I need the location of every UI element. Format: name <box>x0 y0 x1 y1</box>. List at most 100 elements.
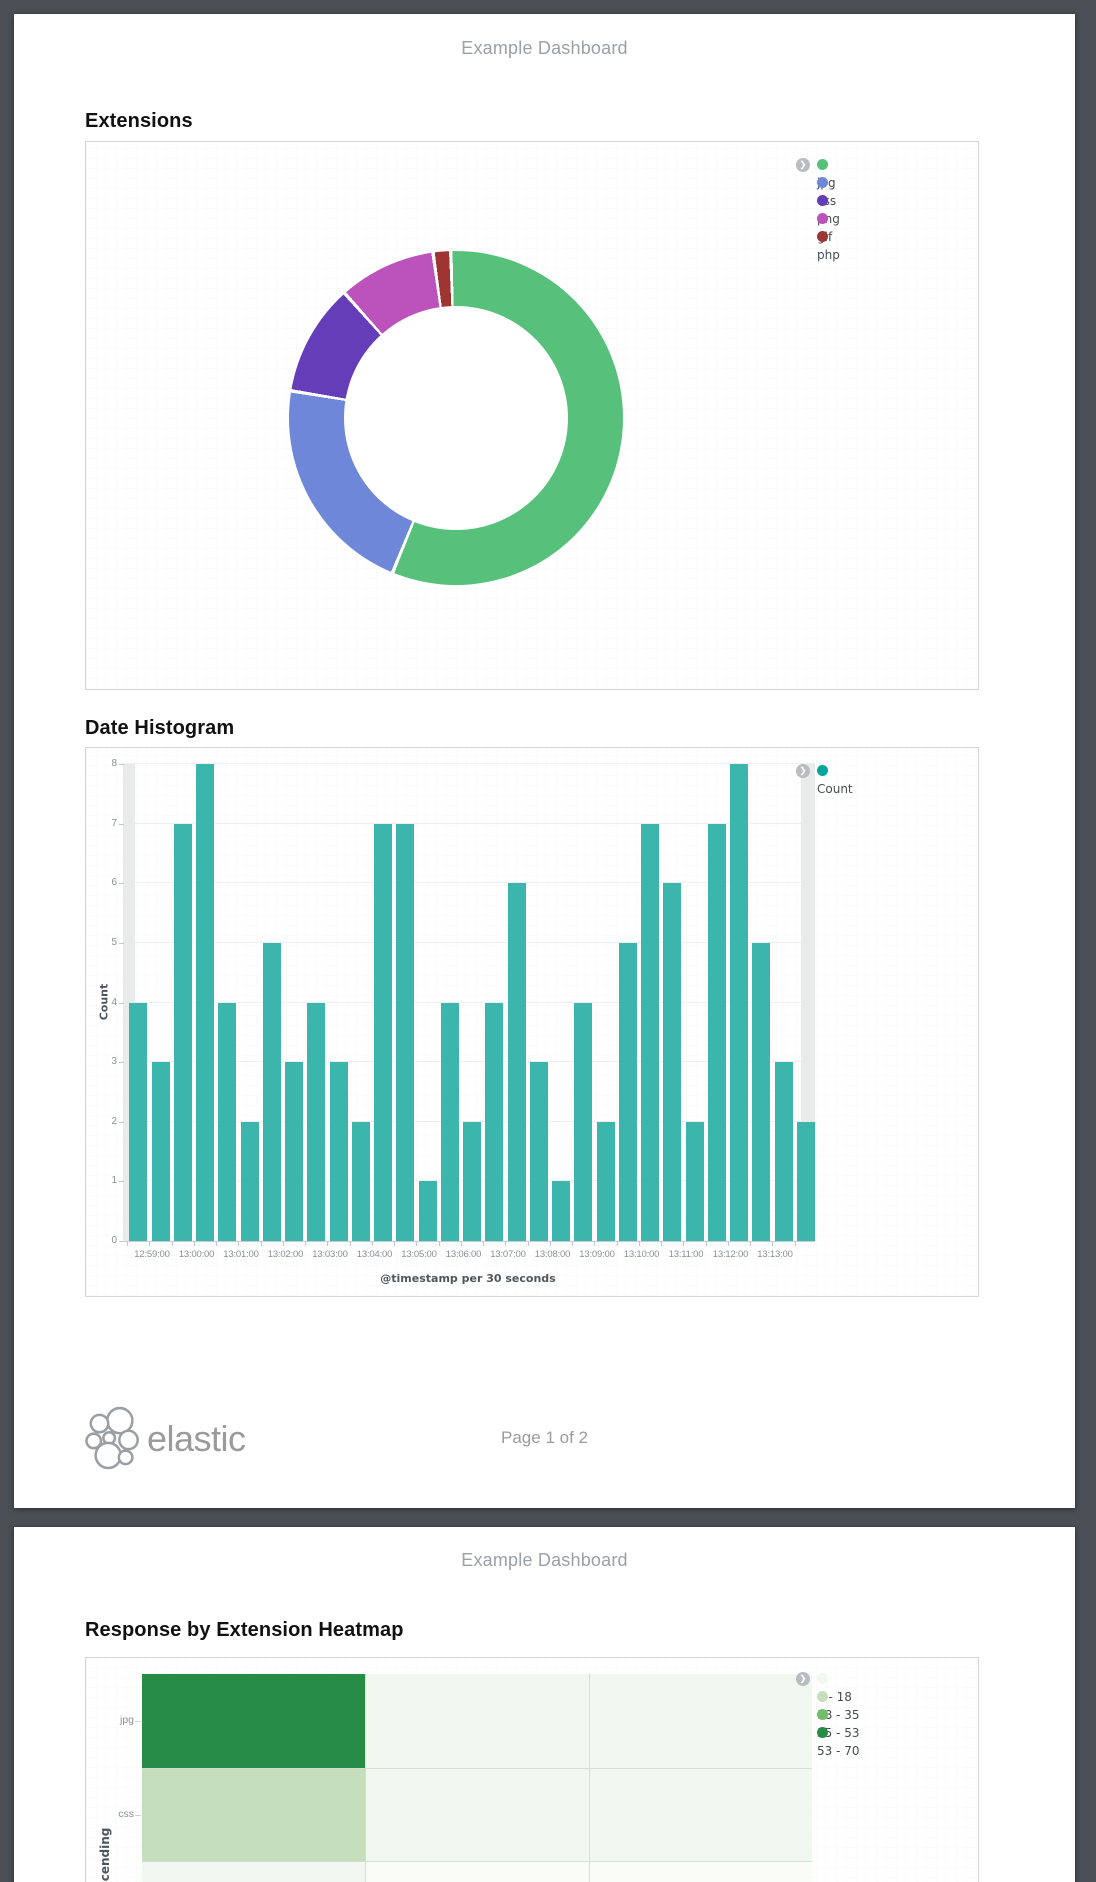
histogram-bar <box>774 1062 793 1241</box>
y-axis-tick-label: 1 <box>111 1175 117 1187</box>
legend-item-label: 53 - 70 <box>817 1744 860 1758</box>
x-axis-tick <box>149 1242 151 1246</box>
legend-item: 35 - 53 <box>817 1706 860 1740</box>
y-axis-tick-label: 5 <box>111 936 117 948</box>
histogram-bar <box>641 823 660 1241</box>
legend-item: css <box>817 174 840 208</box>
heatmap-y-axis-title: scending <box>98 1827 112 1882</box>
y-axis-tick-label: 7 <box>111 817 117 829</box>
y-axis-tick <box>119 1002 124 1004</box>
x-axis-tick-label: 13:12:00 <box>712 1249 749 1260</box>
section-title-date-histogram: Date Histogram <box>85 717 235 739</box>
legend-swatch-icon <box>817 1709 828 1720</box>
x-axis-tick <box>505 1242 507 1246</box>
legend-item: 18 - 35 <box>817 1688 860 1722</box>
legend-swatch-icon <box>817 1727 828 1738</box>
histogram-bar <box>485 1002 504 1241</box>
x-axis-tick <box>638 1242 640 1246</box>
histogram-bar <box>685 1121 704 1241</box>
report-header-title: Example Dashboard <box>461 38 628 58</box>
histogram-bar <box>440 1002 459 1241</box>
x-axis-tick <box>260 1242 262 1246</box>
heatmap-cell <box>142 1861 366 1882</box>
histogram-bar <box>285 1062 304 1241</box>
y-axis-tick <box>119 942 124 944</box>
histogram-bar <box>796 1121 815 1241</box>
y-axis-tick <box>119 764 124 765</box>
x-axis-tick <box>594 1242 596 1246</box>
histogram-bar <box>218 1002 237 1241</box>
histogram-bar <box>418 1181 437 1241</box>
heatmap-row-label: jpg <box>119 1713 134 1726</box>
x-axis-tick <box>371 1242 373 1246</box>
legend-swatch-icon <box>817 177 828 188</box>
legend-swatch-icon <box>817 213 828 224</box>
x-axis-tick <box>127 1242 129 1246</box>
histogram-bar <box>129 1002 148 1241</box>
x-axis-tick <box>438 1242 440 1246</box>
heatmap-cell <box>142 1767 366 1862</box>
legend-swatch-icon <box>817 765 828 776</box>
histogram-plot-area <box>122 763 815 1246</box>
footer-brand: elastic <box>85 1404 246 1474</box>
heatmap-gridline <box>365 1674 367 1882</box>
extensions-donut-chart <box>289 251 623 585</box>
legend-swatch-icon <box>817 195 828 206</box>
histogram-bar <box>529 1062 548 1241</box>
histogram-bar <box>396 823 415 1241</box>
y-axis-tick-label: 6 <box>111 877 117 889</box>
x-axis-tick <box>661 1242 663 1246</box>
x-axis-tick-label: 13:03:00 <box>312 1249 348 1260</box>
legend-item: 53 - 70 <box>817 1724 860 1758</box>
x-axis-tick <box>394 1242 396 1246</box>
x-axis-tick <box>616 1242 618 1246</box>
legend-item: Count <box>817 762 853 796</box>
heatmap-gridline <box>142 1767 813 1769</box>
histogram-bar <box>730 764 749 1241</box>
legend-item: php <box>817 228 840 262</box>
histogram-bar <box>618 942 637 1241</box>
histogram-bar <box>507 883 526 1241</box>
x-axis-tick-label: 13:10:00 <box>623 1249 660 1260</box>
report-page-2: Example Dashboard Response by Extension … <box>14 1527 1075 1882</box>
histogram-gridline <box>122 1001 815 1003</box>
heatmap-cell <box>365 1861 589 1882</box>
y-axis-tick-label: 8 <box>111 758 117 769</box>
x-axis-tick <box>460 1242 462 1246</box>
histogram-gridline <box>122 1061 815 1063</box>
y-axis-tick-label: 3 <box>111 1056 117 1068</box>
y-axis-tick <box>119 1181 124 1183</box>
elastic-logo <box>85 1406 139 1470</box>
legend-item: png <box>817 192 840 226</box>
heatmap-row-label: css <box>118 1807 134 1820</box>
histogram-bar <box>307 1002 326 1241</box>
legend-collapse-chevron-icon: ❯ <box>796 1672 810 1686</box>
x-axis-tick <box>193 1242 195 1246</box>
histogram-bar <box>574 1002 593 1241</box>
x-axis-tick <box>772 1242 774 1246</box>
x-axis-tick-label: 13:09:00 <box>579 1249 615 1260</box>
histogram-bar <box>151 1062 170 1241</box>
histogram-gridline <box>122 882 815 884</box>
heatmap-legend: ❯ 0 - 18 18 - 35 35 - 53 53 - 70 <box>796 1670 860 1758</box>
date-histogram-panel: Count 0 1 2 3 4 5 6 7 8 12:59:00 13:00:00 13:01:00… <box>85 747 979 1297</box>
legend-collapse-chevron-icon: ❯ <box>796 158 810 172</box>
elastic-wordmark: elastic <box>147 1418 246 1459</box>
x-axis-tick-label: 13:06:00 <box>445 1249 482 1260</box>
report-page-1: Example Dashboard Extensions ❯ jpgcsspng… <box>14 14 1075 1508</box>
extensions-legend: ❯ jpgcsspnggif php <box>796 156 840 262</box>
heatmap-cell <box>588 1861 813 1882</box>
y-axis-tick-label: 4 <box>111 996 117 1008</box>
legend-item-label: 18 - 35 <box>817 1708 860 1722</box>
heatmap-cell <box>142 1674 366 1768</box>
legend-swatch-icon <box>817 159 828 170</box>
heatmap-gridline <box>142 1861 813 1863</box>
x-axis-tick <box>549 1242 551 1246</box>
x-axis-tick-label: 13:02:00 <box>267 1249 304 1260</box>
histogram-gridline <box>122 763 815 764</box>
y-axis-tick <box>119 883 124 885</box>
x-axis-tick-label: 13:05:00 <box>401 1249 437 1260</box>
legend-collapse-chevron-icon: ❯ <box>796 764 810 778</box>
heatmap-panel: jpg css scending ❯ 0 - 18 18 - 35 35 - 53 53… <box>85 1657 979 1882</box>
